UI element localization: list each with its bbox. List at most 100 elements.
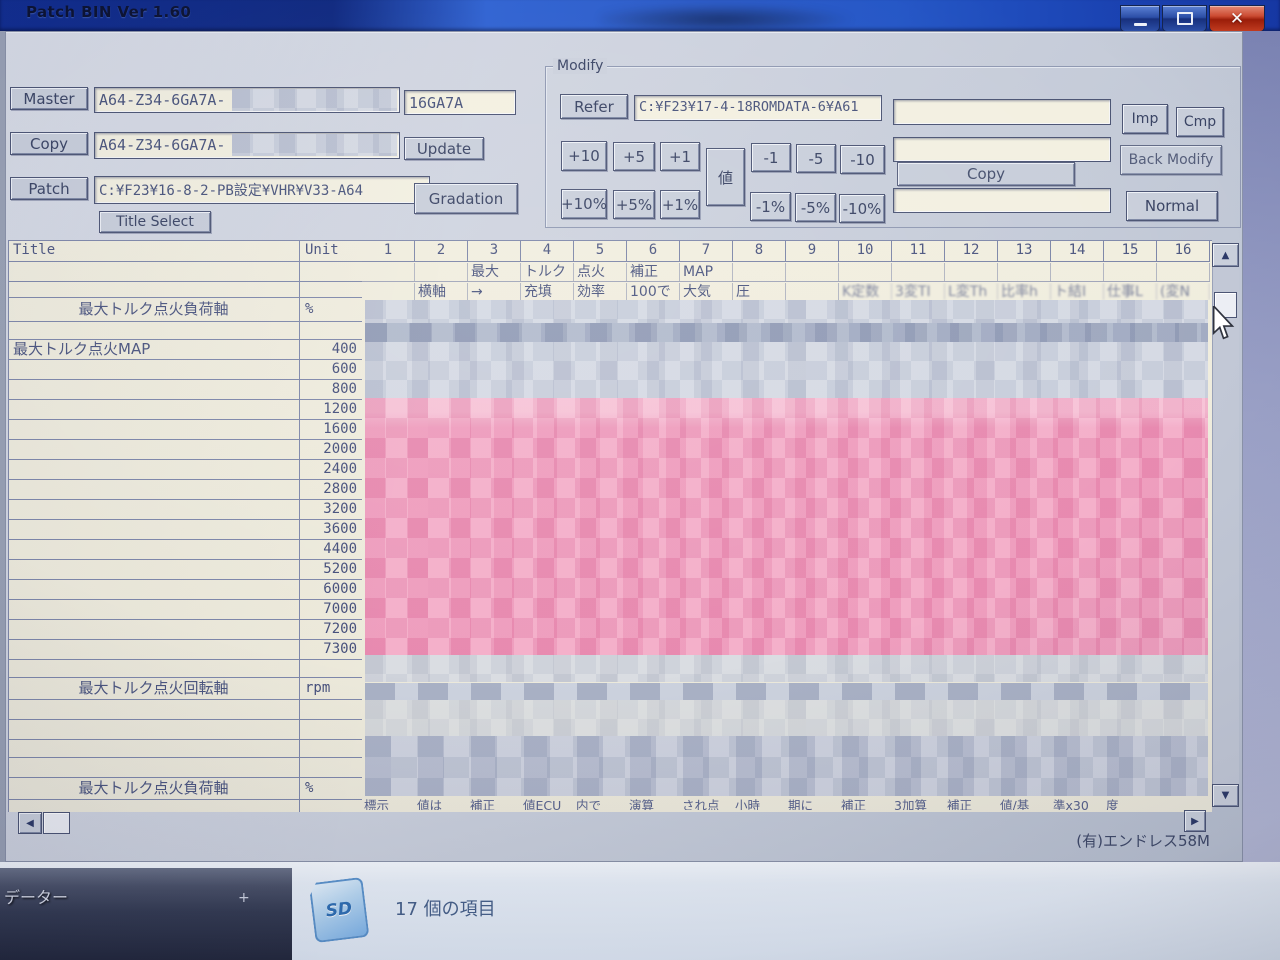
table-row: 800: [8, 380, 362, 400]
refer-button[interactable]: Refer: [560, 94, 628, 119]
plus5pct-button[interactable]: +5%: [613, 190, 655, 219]
plus5-button[interactable]: +5: [613, 142, 655, 171]
scroll-right-button[interactable]: ▶: [1184, 810, 1206, 832]
header-cell: MAP: [680, 263, 733, 281]
plus10-button[interactable]: +10: [561, 141, 607, 171]
arrow-up-icon: ▲: [1221, 249, 1230, 261]
normal-button[interactable]: Normal: [1126, 191, 1218, 221]
back-modify-button[interactable]: Back Modify: [1120, 145, 1222, 175]
value-button[interactable]: 値: [706, 148, 745, 206]
header-cell: 大気: [680, 283, 733, 300]
column-number: 13: [998, 240, 1051, 261]
header-cell: [362, 283, 415, 300]
note-fragment: 値/基: [1000, 798, 1030, 810]
minus5pct-button[interactable]: -5%: [795, 193, 836, 222]
table-row: 1600: [8, 420, 362, 440]
cmp-button[interactable]: Cmp: [1176, 107, 1224, 137]
scroll-up-button[interactable]: ▲: [1212, 243, 1239, 267]
master-rom-field[interactable]: 16GA7A: [404, 90, 516, 115]
plus1pct-button[interactable]: +1%: [660, 190, 700, 219]
header-cell: (変N: [1157, 283, 1210, 300]
table-column-numbers: 1 2 3 4 5 6 7 8 9 10 11 12 13 14 15 16: [362, 240, 1210, 262]
note-fragment: 準x30: [1053, 798, 1089, 810]
table-row: 3200: [8, 500, 362, 520]
scroll-left-button[interactable]: ◀: [18, 812, 42, 834]
plus1-button[interactable]: +1: [660, 142, 700, 171]
modify-groupbox: [545, 66, 1241, 228]
close-icon: ✕: [1229, 8, 1245, 29]
column-number: 9: [786, 240, 839, 261]
table-row: [8, 800, 362, 812]
sd-card-label: SD: [324, 898, 354, 922]
header-cell: K定数: [839, 283, 892, 300]
table-row: 3600: [8, 520, 362, 540]
modify-copy-button[interactable]: Copy: [897, 162, 1075, 186]
column-number: 7: [680, 240, 733, 261]
table-row: 4400: [8, 540, 362, 560]
maximize-button[interactable]: [1162, 5, 1207, 32]
minus5-button[interactable]: -5: [796, 144, 836, 173]
modify-field-top[interactable]: [893, 99, 1111, 125]
table-row: [8, 322, 362, 340]
arrow-left-icon: ◀: [26, 817, 34, 829]
header-cell: 仕事L: [1104, 283, 1157, 300]
table-row: 7200: [8, 620, 362, 640]
censored-region: [365, 655, 1208, 682]
sd-card-icon[interactable]: SD: [309, 877, 370, 943]
table-row: 2000: [8, 440, 362, 460]
imp-button[interactable]: Imp: [1122, 104, 1168, 134]
table-row: 7300: [8, 640, 362, 660]
header-cell: [892, 263, 945, 281]
header-cell: 充填: [521, 283, 574, 300]
modify-field-mid[interactable]: [893, 137, 1111, 162]
update-button[interactable]: Update: [404, 137, 484, 160]
table-left-pane: Title Unit 最大トルク点火負荷軸 % 最大トルク点火MAP 400 6…: [8, 240, 362, 812]
patch-button[interactable]: Patch: [10, 177, 88, 200]
minus1-button[interactable]: -1: [751, 143, 791, 172]
scroll-down-button[interactable]: ▼: [1212, 784, 1239, 807]
window-titlebar: Patch BIN Ver 1.60: [0, 0, 1280, 31]
minus10-button[interactable]: -10: [840, 145, 885, 174]
censored-region: [365, 342, 1208, 398]
row-unit-cell: 7200: [323, 621, 357, 637]
master-button[interactable]: Master: [10, 87, 88, 110]
row-unit-cell: 1600: [323, 421, 357, 437]
header-cell: [1157, 263, 1210, 281]
plus10pct-button[interactable]: +10%: [561, 189, 607, 219]
minus10pct-button[interactable]: -10%: [839, 194, 885, 223]
censored-region: [365, 700, 1208, 736]
copy-button[interactable]: Copy: [10, 132, 88, 155]
minimize-button[interactable]: [1120, 5, 1160, 32]
note-fragment: され点: [682, 798, 720, 810]
note-fragment: 補正: [470, 798, 496, 810]
header-cell: [786, 283, 839, 300]
table-header-line3: 横軸 → 充填 効率 100で 大気圧 K定数 3変TI L変Th 比率h ト結I 仕事L (変N: [362, 283, 1210, 300]
table-row: 最大トルク点火負荷軸 %: [8, 298, 362, 322]
censored-region-highlighted: [365, 398, 1208, 655]
patch-path-field[interactable]: C:¥F23¥16-8-2-PB設定¥VHR¥V33-A64: [94, 176, 430, 204]
item-count-label: 17 個の項目: [395, 899, 496, 920]
horizontal-scroll-thumb[interactable]: [43, 812, 70, 834]
censored-region: [232, 134, 397, 156]
header-cell: 点火: [574, 263, 627, 281]
refer-path-field[interactable]: C:¥F23¥17-4-18ROMDATA-6¥A61: [634, 95, 882, 121]
header-cell: 圧: [733, 283, 786, 300]
close-button[interactable]: ✕: [1209, 5, 1265, 32]
arrow-right-icon: ▶: [1191, 815, 1199, 827]
table-row: 5200: [8, 560, 362, 580]
modify-field-bottom[interactable]: [893, 188, 1111, 213]
title-select-button[interactable]: Title Select: [99, 211, 211, 233]
table-row: [8, 262, 362, 282]
header-cell: 補正: [627, 263, 680, 281]
censored-region: [232, 89, 397, 111]
table-header-line2: 最大 トルク 点火 補正 MAP: [362, 263, 1210, 282]
header-cell: [415, 263, 468, 281]
note-fragment: 補正: [841, 798, 867, 810]
mouse-cursor: [1212, 306, 1235, 340]
header-cell: [786, 263, 839, 281]
gradation-button[interactable]: Gradation: [414, 183, 518, 214]
minus1pct-button[interactable]: -1%: [750, 192, 791, 221]
column-number: 10: [839, 240, 892, 261]
note-fragment: 補正: [947, 798, 973, 810]
table-row: 2800: [8, 480, 362, 500]
